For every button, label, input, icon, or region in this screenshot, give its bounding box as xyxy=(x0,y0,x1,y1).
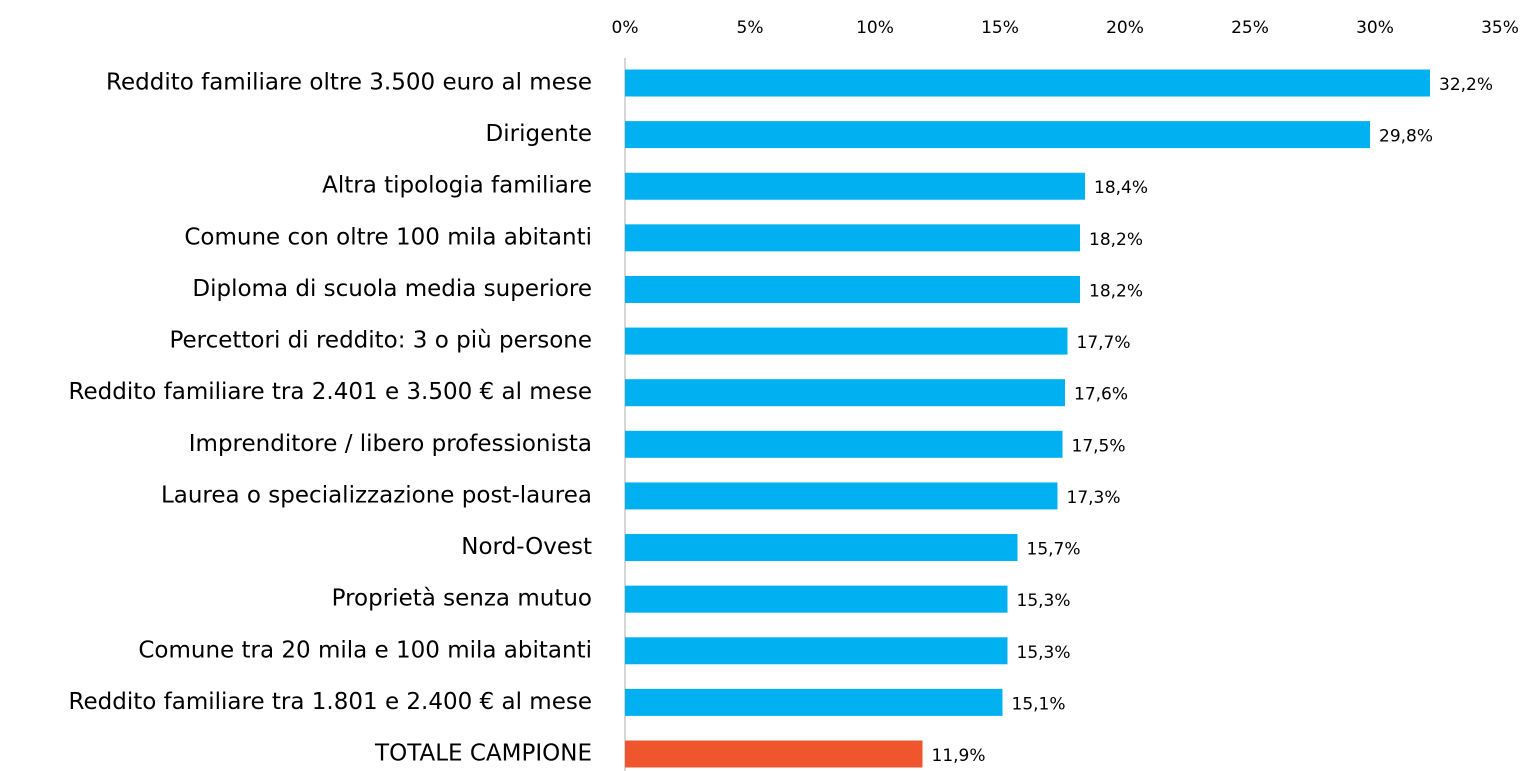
data-label: 15,3% xyxy=(1017,591,1071,611)
data-label: 17,7% xyxy=(1077,333,1131,353)
y-tick-label: Proprietà senza mutuo xyxy=(332,586,592,612)
y-tick-label: Reddito familiare tra 1.801 e 2.400 € al… xyxy=(69,689,592,715)
data-label: 17,5% xyxy=(1072,436,1126,456)
x-tick-label: 30% xyxy=(1356,18,1394,38)
bar xyxy=(625,172,1085,200)
data-label: 15,1% xyxy=(1012,694,1066,714)
x-tick-label: 0% xyxy=(612,18,639,38)
bar xyxy=(625,585,1008,613)
data-label: 18,2% xyxy=(1089,281,1143,301)
data-label: 11,9% xyxy=(932,746,986,766)
y-tick-label: TOTALE CAMPIONE xyxy=(374,741,592,767)
data-label: 18,4% xyxy=(1094,178,1148,198)
y-tick-label: Nord-Ovest xyxy=(461,534,592,560)
y-tick-label: Reddito familiare oltre 3.500 euro al me… xyxy=(106,70,592,96)
bar xyxy=(625,430,1063,458)
x-tick-label: 25% xyxy=(1231,18,1269,38)
bar xyxy=(625,224,1080,252)
x-tick-label: 15% xyxy=(981,18,1019,38)
bar xyxy=(625,637,1008,665)
y-tick-label: Diploma di scuola media superiore xyxy=(192,276,592,302)
bar xyxy=(625,379,1065,407)
data-label: 15,3% xyxy=(1017,643,1071,663)
y-tick-label: Reddito familiare tra 2.401 e 3.500 € al… xyxy=(69,379,592,405)
bar xyxy=(625,121,1370,149)
data-label: 29,8% xyxy=(1379,127,1433,147)
y-tick-label: Altra tipologia familiare xyxy=(322,173,592,199)
y-tick-label: Percettori di reddito: 3 o più persone xyxy=(169,328,592,354)
y-tick-label: Laurea o specializzazione post-laurea xyxy=(161,482,592,508)
y-tick-label: Comune tra 20 mila e 100 mila abitanti xyxy=(138,637,592,663)
data-label: 17,3% xyxy=(1067,488,1121,508)
x-tick-label: 35% xyxy=(1481,18,1519,38)
y-tick-label: Comune con oltre 100 mila abitanti xyxy=(184,224,592,250)
bar xyxy=(625,327,1068,355)
data-label: 15,7% xyxy=(1027,540,1081,560)
x-tick-label: 10% xyxy=(856,18,894,38)
y-tick-label: Dirigente xyxy=(486,121,592,147)
data-label: 32,2% xyxy=(1439,75,1493,95)
bar xyxy=(625,275,1080,303)
bar xyxy=(625,740,923,768)
bar xyxy=(625,69,1430,97)
data-label: 17,6% xyxy=(1074,385,1128,405)
y-tick-label: Imprenditore / libero professionista xyxy=(189,431,592,457)
bar xyxy=(625,482,1058,510)
x-tick-label: 5% xyxy=(737,18,764,38)
x-tick-label: 20% xyxy=(1106,18,1144,38)
bar xyxy=(625,534,1018,562)
data-label: 18,2% xyxy=(1089,230,1143,250)
bar xyxy=(625,688,1003,716)
